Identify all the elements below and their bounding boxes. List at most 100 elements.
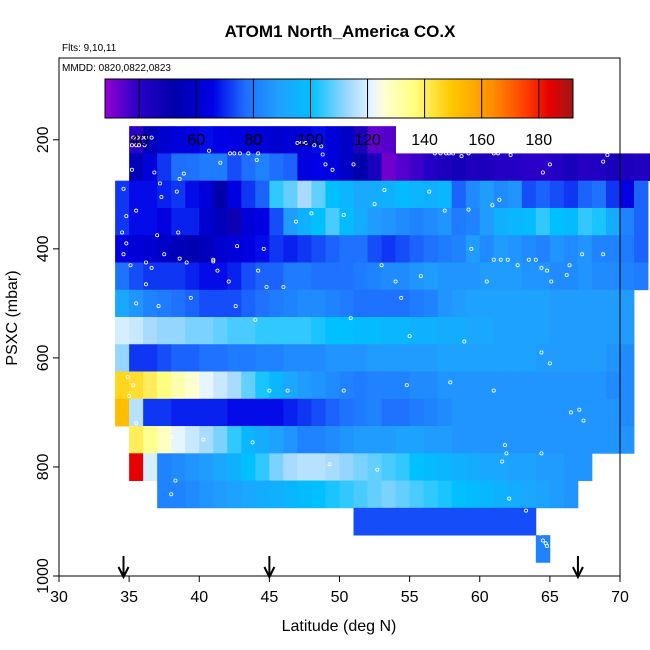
heatmap-cell <box>591 207 607 236</box>
heatmap-cell <box>353 426 368 454</box>
x-tick-label: 30 <box>50 589 68 606</box>
heatmap-cell <box>563 453 579 481</box>
heatmap-cell <box>605 153 621 182</box>
sample-point <box>484 279 489 284</box>
heatmap-cell <box>311 344 326 372</box>
heatmap-cell <box>381 207 396 236</box>
heatmap-cell <box>241 126 256 154</box>
heatmap-cell <box>143 207 158 236</box>
sample-point <box>547 162 552 167</box>
sample-point <box>379 263 384 268</box>
sample-point <box>139 135 144 140</box>
heatmap-cell <box>620 153 635 182</box>
heatmap-cell <box>367 453 382 481</box>
heatmap-cell <box>143 180 158 209</box>
sample-point <box>568 410 573 415</box>
heatmap-cell <box>423 426 439 454</box>
heatmap-cell <box>339 126 354 154</box>
colorbar-tick-label: 140 <box>411 132 438 149</box>
heatmap-cell <box>423 289 439 318</box>
heatmap-cell <box>185 207 200 236</box>
heatmap-cell <box>297 207 312 236</box>
heatmap-cell <box>395 398 411 427</box>
heatmap-cell <box>437 371 453 400</box>
heatmap-cell <box>171 235 186 263</box>
sample-point <box>341 388 346 393</box>
heatmap-cell <box>605 235 621 263</box>
heatmap-cell <box>283 453 298 481</box>
heatmap-cell <box>255 453 270 481</box>
heatmap-cell <box>409 453 425 481</box>
heatmap-cell <box>423 235 439 263</box>
heatmap-cell <box>634 235 649 263</box>
sample-point <box>399 295 404 300</box>
sample-point <box>250 440 255 445</box>
sample-point <box>491 388 496 393</box>
heatmap-cell <box>339 153 354 182</box>
heatmap-cell <box>620 344 635 372</box>
sample-point <box>567 263 572 268</box>
heatmap-cell <box>129 398 144 427</box>
sample-point <box>448 380 453 385</box>
heatmap-cell <box>409 344 425 372</box>
sample-point <box>418 274 423 279</box>
heatmap-cell <box>549 453 565 481</box>
sample-point <box>228 151 233 156</box>
heatmap-cell <box>451 317 467 345</box>
heatmap-cell <box>620 180 635 209</box>
heatmap-cell <box>479 207 495 236</box>
sample-point <box>218 160 223 165</box>
heatmap-cell <box>521 371 537 400</box>
heatmap-cell <box>255 426 270 454</box>
heatmap-cell <box>521 262 537 291</box>
x-axis: 30 35 40 45 50 55 60 65 70 <box>50 576 629 606</box>
heatmap-cell <box>269 207 284 236</box>
heatmap-cell <box>297 180 312 209</box>
heatmap-cell <box>521 453 537 481</box>
sample-point <box>235 244 240 249</box>
heatmap-cell <box>563 480 579 509</box>
heatmap-cell <box>241 371 256 400</box>
heatmap-cell <box>591 398 607 427</box>
sample-point <box>169 492 174 497</box>
heatmap-cell <box>283 289 298 318</box>
colorbar-tick-label: 80 <box>244 132 262 149</box>
heatmap-cell <box>297 153 312 182</box>
heatmap-cell <box>381 262 396 291</box>
heatmap-cell <box>620 317 635 345</box>
heatmap-cell <box>605 180 621 209</box>
heatmap-cell <box>367 344 382 372</box>
sample-point <box>372 202 377 207</box>
heatmap-cell <box>535 426 551 454</box>
heatmap-cell <box>395 317 411 345</box>
heatmap-cell <box>171 126 186 154</box>
heatmap-cell <box>577 262 593 291</box>
heatmap-cell <box>437 344 453 372</box>
heatmap-cell <box>451 262 467 291</box>
y-axis: 200 400 600 800 1000 <box>35 126 59 594</box>
heatmap-cell <box>143 235 158 263</box>
heatmap-cell <box>465 180 481 209</box>
heatmap-cell <box>521 207 537 236</box>
heatmap-cell <box>227 262 242 291</box>
heatmap-cell <box>227 371 242 400</box>
heatmap-cell <box>367 207 382 236</box>
heatmap-cell <box>311 453 326 481</box>
heatmap-cell <box>269 317 284 345</box>
heatmap-cell <box>493 262 509 291</box>
sample-point <box>407 334 412 339</box>
heatmap-cell <box>423 207 439 236</box>
heatmap-cell <box>395 480 411 509</box>
heatmap-cell <box>143 126 158 154</box>
heatmap-cell <box>367 235 382 263</box>
heatmap-cell <box>634 153 649 182</box>
heatmap-cell <box>395 235 411 263</box>
sample-point <box>601 159 606 164</box>
heatmap-cell <box>283 317 298 345</box>
heatmap-cell <box>465 371 481 400</box>
heatmap-cell <box>507 371 523 400</box>
sample-point <box>605 153 610 158</box>
heatmap-cell <box>353 344 368 372</box>
heatmap-cell <box>129 453 144 481</box>
heatmap-cell <box>325 317 340 345</box>
